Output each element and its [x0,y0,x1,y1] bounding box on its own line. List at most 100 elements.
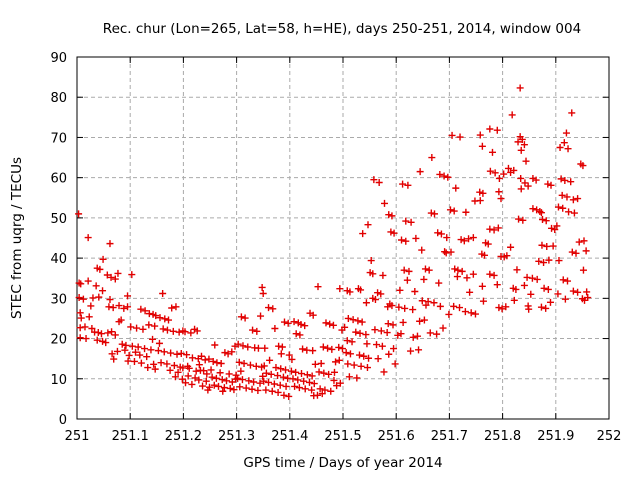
data-point [84,234,92,242]
x-tick-label: 251.4 [271,429,308,444]
data-point [539,216,546,223]
data-point [141,345,149,353]
data-point [316,385,324,393]
data-point [285,351,293,359]
data-point [300,377,308,385]
data-point [510,166,518,174]
data-point [359,230,367,238]
data-point [388,302,396,310]
data-point [465,235,473,243]
data-point [104,329,112,337]
data-point [348,338,356,346]
data-point [301,385,309,393]
data-point [493,281,501,289]
data-point [484,240,492,248]
data-point [446,206,454,214]
data-point [159,325,167,333]
data-point [401,304,409,312]
data-point [319,343,327,351]
data-point [365,354,373,362]
data-point [139,325,147,333]
data-point [211,341,219,349]
data-point [399,318,407,326]
data-point [420,316,428,324]
data-point [405,267,413,275]
data-point [486,225,494,233]
data-point [345,373,353,381]
data-point [234,340,242,348]
y-tick-label: 50 [50,212,67,227]
data-point [163,360,171,368]
data-point [213,359,221,367]
data-point [397,330,405,338]
data-point [75,294,83,302]
data-point [529,205,537,213]
data-point [174,368,182,376]
data-point [478,282,486,290]
data-point [568,109,576,117]
y-tick-label: 80 [50,91,67,106]
data-point [125,351,133,359]
data-point [494,224,502,232]
data-point [217,359,225,367]
data-point [540,259,548,267]
data-point [241,314,249,322]
data-point [106,240,114,248]
data-point [528,274,536,282]
data-point [379,271,387,279]
data-point [396,286,404,294]
data-point [92,282,100,290]
data-point [510,296,518,304]
data-point [187,329,195,337]
data-point [403,276,411,284]
data-point [152,312,160,320]
data-point [369,270,377,278]
data-point [265,378,273,386]
data-point [338,345,346,353]
data-point [234,374,242,382]
data-point [310,380,318,388]
data-point [476,131,484,139]
data-point [169,327,177,335]
data-point [203,370,211,378]
data-point [416,317,424,325]
data-point [420,275,428,283]
data-point [77,314,85,322]
data-point [527,290,535,298]
data-point [240,359,248,367]
data-point [262,386,270,394]
data-point [398,236,406,244]
data-point [278,343,286,351]
data-point [402,237,410,245]
data-point [545,256,553,264]
data-point [538,241,546,249]
x-tick-label: 251.6 [378,429,415,444]
data-point [375,178,383,186]
data-point [514,138,522,146]
data-point [222,377,230,385]
y-tick-label: 10 [50,373,67,388]
data-point [580,237,588,245]
data-point [457,236,465,244]
data-point [245,377,253,385]
data-point [79,295,87,303]
data-point [520,141,528,149]
data-point [556,144,564,151]
data-point [394,331,402,339]
data-point [99,255,107,263]
x-tick-label: 251.9 [537,429,574,444]
data-point [435,279,443,287]
data-point [270,380,278,388]
data-point [350,361,358,369]
data-point [413,332,421,340]
data-point [549,242,557,250]
y-tick-label: 20 [50,333,67,348]
data-point [490,226,498,234]
data-point [336,285,344,293]
data-point [447,248,455,256]
data-point [99,287,107,295]
data-point [357,362,365,370]
data-point [75,210,83,218]
data-point [542,304,550,312]
data-point [574,195,582,203]
